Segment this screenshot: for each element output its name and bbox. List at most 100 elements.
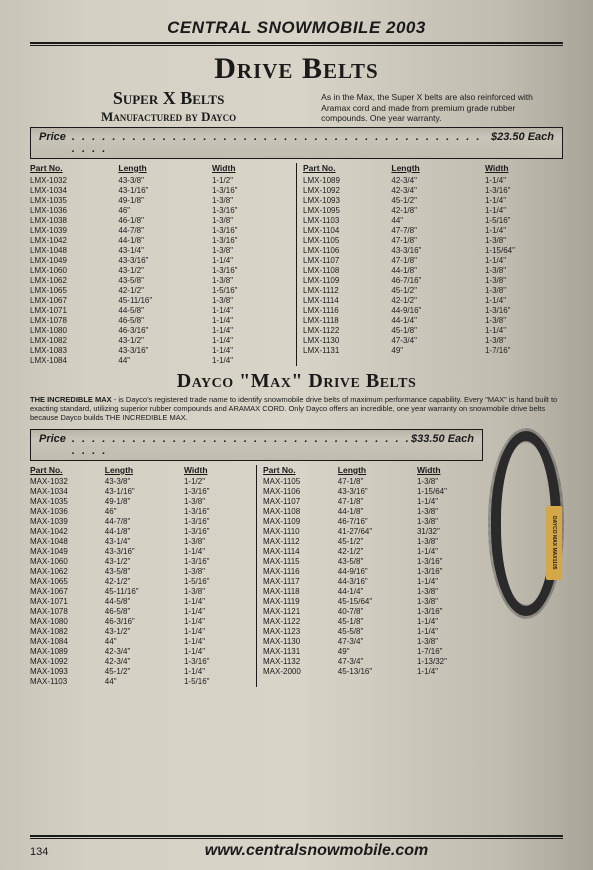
- col-length: Length: [105, 465, 184, 476]
- cell-length: 47-3/4": [391, 336, 485, 346]
- cell-width: 1-3/8": [417, 597, 483, 607]
- price-dots: . . . . . . . . . . . . . . . . . . . . …: [72, 131, 491, 155]
- cell-partno: MAX-1049: [30, 547, 105, 557]
- table-row: LMX-104244-1/8"1-3/16": [30, 236, 290, 246]
- table-row: MAX-109242-3/4"1-3/16": [30, 657, 250, 667]
- cell-partno: MAX-1115: [263, 557, 338, 567]
- cell-partno: MAX-1109: [263, 517, 338, 527]
- cell-length: 47-7/8": [391, 226, 485, 236]
- cell-partno: MAX-1071: [30, 597, 105, 607]
- cell-partno: MAX-1103: [30, 677, 105, 687]
- cell-partno: LMX-1048: [30, 246, 118, 256]
- superx-price: $23.50 Each: [491, 131, 554, 155]
- cell-width: 1-3/16": [184, 527, 250, 537]
- cell-width: 31/32": [417, 527, 483, 537]
- cell-width: 1-5/16": [184, 677, 250, 687]
- cell-length: 44-1/4": [391, 316, 485, 326]
- cell-partno: MAX-1084: [30, 637, 105, 647]
- cell-length: 44-7/8": [105, 517, 184, 527]
- cell-length: 43-1/4": [118, 246, 212, 256]
- cell-width: 1-15/64": [417, 487, 483, 497]
- col-length: Length: [338, 465, 417, 476]
- cell-length: 49": [391, 346, 485, 356]
- cell-width: 1-3/16": [485, 186, 563, 196]
- cell-width: 1-3/16": [184, 507, 250, 517]
- cell-length: 49-1/8": [118, 196, 212, 206]
- cell-length: 45-11/16": [118, 296, 212, 306]
- cell-length: 43-3/16": [391, 246, 485, 256]
- cell-partno: LMX-1104: [303, 226, 391, 236]
- cell-width: 1-1/4": [184, 627, 250, 637]
- cell-length: 43-1/2": [118, 336, 212, 346]
- cell-partno: LMX-1105: [303, 236, 391, 246]
- cell-partno: MAX-1035: [30, 497, 105, 507]
- cell-partno: MAX-1042: [30, 527, 105, 537]
- cell-partno: MAX-1117: [263, 577, 338, 587]
- cell-length: 45-11/16": [105, 587, 184, 597]
- cell-length: 47-1/8": [391, 256, 485, 266]
- table-row: MAX-104943-3/16"1-1/4": [30, 547, 250, 557]
- table-row: MAX-113247-3/4"1-13/32": [263, 657, 483, 667]
- superx-title: Super X Belts: [30, 88, 307, 109]
- table-row: LMX-104843-1/4"1-3/8": [30, 246, 290, 256]
- cell-partno: LMX-1039: [30, 226, 118, 236]
- table-row: MAX-104843-1/4"1-3/8": [30, 537, 250, 547]
- cell-width: 1-1/4": [485, 226, 563, 236]
- table-row: LMX-103243-3/8"1-1/2": [30, 176, 290, 186]
- table-row: LMX-103443-1/16"1-3/16": [30, 186, 290, 196]
- cell-partno: LMX-1032: [30, 176, 118, 186]
- cell-length: 44-7/8": [118, 226, 212, 236]
- table-row: LMX-109542-1/8"1-1/4": [303, 206, 563, 216]
- max-table: Part No. Length Width MAX-103243-3/8"1-1…: [30, 465, 483, 688]
- cell-width: 1-3/16": [417, 557, 483, 567]
- cell-partno: LMX-1035: [30, 196, 118, 206]
- cell-width: 1-3/16": [184, 487, 250, 497]
- col-width: Width: [212, 163, 290, 174]
- cell-length: 43-3/8": [118, 176, 212, 186]
- cell-partno: MAX-1130: [263, 637, 338, 647]
- cell-partno: LMX-1036: [30, 206, 118, 216]
- cell-length: 44-1/8": [338, 507, 417, 517]
- cell-length: 47-3/4": [338, 657, 417, 667]
- cell-partno: MAX-1089: [30, 647, 105, 657]
- cell-length: 45-1/2": [338, 537, 417, 547]
- cell-length: 45-1/2": [105, 667, 184, 677]
- col-partno: Part No.: [263, 465, 338, 476]
- cell-length: 45-15/64": [338, 597, 417, 607]
- table-row: LMX-113047-3/4"1-3/8": [303, 336, 563, 346]
- table-row: LMX-106542-1/2"1-5/16": [30, 286, 290, 296]
- cell-length: 44-1/8": [391, 266, 485, 276]
- table-row: MAX-112345-5/8"1-1/4": [263, 627, 483, 637]
- table-row: LMX-107846-5/8"1-1/4": [30, 316, 290, 326]
- cell-length: 46-3/16": [118, 326, 212, 336]
- col-width: Width: [184, 465, 250, 476]
- cell-partno: MAX-1039: [30, 517, 105, 527]
- cell-width: 1-3/8": [485, 286, 563, 296]
- table-row: MAX-106043-1/2"1-3/16": [30, 557, 250, 567]
- cell-length: 45-1/2": [391, 196, 485, 206]
- cell-partno: MAX-1108: [263, 507, 338, 517]
- table-row: MAX-109345-1/2"1-1/4": [30, 667, 250, 677]
- cell-length: 43-5/8": [118, 276, 212, 286]
- cell-width: 1-3/16": [212, 186, 290, 196]
- table-row: MAX-103646"1-3/16": [30, 507, 250, 517]
- cell-partno: LMX-1109: [303, 276, 391, 286]
- cell-partno: LMX-1107: [303, 256, 391, 266]
- table-row: LMX-111442-1/2"1-1/4": [303, 296, 563, 306]
- table-row: LMX-108343-3/16"1-1/4": [30, 346, 290, 356]
- table-row: MAX-200045-13/16"1-1/4": [263, 667, 483, 677]
- cell-length: 44-3/16": [338, 577, 417, 587]
- cell-partno: MAX-1121: [263, 607, 338, 617]
- belt-label: DAYCO MAX MAX1105: [546, 506, 562, 580]
- max-col-left: Part No. Length Width MAX-103243-3/8"1-1…: [30, 465, 257, 688]
- cell-width: 1-1/4": [212, 346, 290, 356]
- cell-length: 47-1/8": [338, 477, 417, 487]
- cell-length: 44": [391, 216, 485, 226]
- cell-width: 1-3/16": [417, 607, 483, 617]
- table-row: MAX-111245-1/2"1-3/8": [263, 537, 483, 547]
- cell-length: 42-1/2": [118, 286, 212, 296]
- table-row: LMX-104943-3/16"1-1/4": [30, 256, 290, 266]
- max-content: Price . . . . . . . . . . . . . . . . . …: [30, 427, 563, 688]
- cell-partno: MAX-1106: [263, 487, 338, 497]
- cell-length: 46": [105, 507, 184, 517]
